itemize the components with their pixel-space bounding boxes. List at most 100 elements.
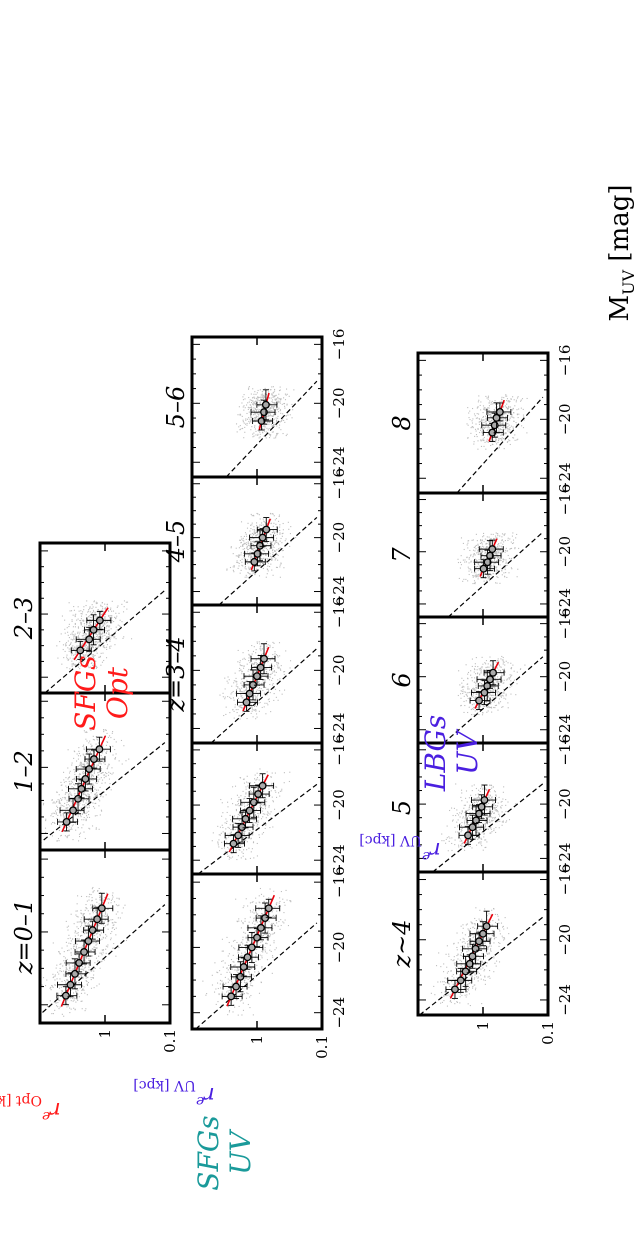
galaxy-point — [80, 814, 82, 816]
galaxy-point — [273, 699, 275, 702]
galaxy-point — [218, 993, 220, 996]
galaxy-point — [86, 804, 88, 806]
galaxy-point — [67, 925, 70, 927]
galaxy-point — [490, 950, 492, 952]
galaxy-point — [241, 558, 243, 560]
galaxy-point — [245, 533, 247, 535]
galaxy-point — [59, 641, 61, 643]
galaxy-point — [95, 602, 97, 605]
galaxy-point — [286, 404, 288, 406]
galaxy-point — [74, 935, 76, 937]
galaxy-point — [84, 930, 86, 932]
galaxy-point — [80, 665, 82, 667]
galaxy-point — [79, 631, 81, 633]
galaxy-point — [217, 982, 219, 984]
galaxy-point — [248, 401, 250, 403]
galaxy-point — [273, 515, 275, 517]
galaxy-point — [258, 662, 261, 664]
galaxy-point — [263, 521, 265, 523]
galaxy-point — [99, 933, 101, 936]
galaxy-point — [242, 691, 244, 693]
galaxy-point — [94, 623, 96, 626]
galaxy-point — [82, 977, 84, 979]
galaxy-point — [254, 401, 256, 403]
galaxy-point — [279, 524, 281, 526]
galaxy-point — [70, 970, 72, 972]
galaxy-point — [226, 811, 228, 814]
galaxy-point — [270, 673, 272, 675]
galaxy-point — [245, 538, 247, 540]
galaxy-point — [265, 686, 267, 689]
galaxy-point — [255, 710, 257, 712]
data-point — [93, 915, 102, 924]
galaxy-point — [473, 935, 475, 937]
galaxy-point — [227, 855, 229, 857]
galaxy-point — [254, 391, 256, 393]
galaxy-point — [221, 841, 223, 843]
galaxy-point — [243, 833, 245, 836]
galaxy-point — [228, 1009, 231, 1012]
galaxy-point — [252, 901, 254, 903]
galaxy-point — [68, 777, 70, 779]
galaxy-point — [77, 635, 80, 637]
galaxy-point — [232, 566, 234, 568]
galaxy-point — [271, 415, 273, 417]
galaxy-point — [250, 421, 252, 423]
galaxy-point — [104, 616, 106, 618]
galaxy-point — [276, 409, 278, 411]
galaxy-point — [271, 972, 273, 974]
galaxy-point — [271, 672, 273, 674]
galaxy-point — [101, 960, 103, 962]
galaxy-point — [265, 795, 268, 797]
galaxy-point — [252, 403, 254, 405]
galaxy-point — [81, 1008, 83, 1010]
galaxy-point — [276, 432, 278, 435]
galaxy-point — [69, 1007, 71, 1009]
galaxy-point — [243, 849, 245, 851]
galaxy-point — [249, 916, 251, 918]
galaxy-point — [264, 428, 266, 430]
galaxy-point — [271, 787, 273, 789]
galaxy-point — [232, 569, 234, 571]
galaxy-point — [277, 925, 279, 927]
galaxy-point — [242, 838, 244, 840]
galaxy-point — [287, 414, 289, 416]
galaxy-point — [230, 984, 232, 986]
galaxy-point — [75, 803, 77, 805]
galaxy-point — [84, 923, 86, 925]
galaxy-point — [68, 834, 70, 836]
galaxy-point — [270, 563, 272, 565]
galaxy-point — [251, 708, 253, 710]
galaxy-point — [251, 673, 253, 675]
galaxy-point — [266, 568, 268, 570]
galaxy-point — [55, 810, 57, 812]
galaxy-point — [259, 805, 261, 807]
galaxy-point — [245, 786, 247, 788]
galaxy-point — [228, 941, 230, 944]
galaxy-point — [283, 912, 285, 914]
galaxy-point — [217, 844, 219, 846]
galaxy-point — [260, 818, 263, 820]
galaxy-point — [274, 651, 276, 653]
galaxy-point — [222, 960, 224, 962]
galaxy-point — [448, 955, 450, 957]
panel-label: z=0–1 — [10, 899, 38, 975]
galaxy-point — [102, 952, 104, 954]
galaxy-point — [75, 945, 77, 947]
galaxy-point — [96, 985, 98, 987]
galaxy-point — [276, 533, 278, 535]
galaxy-point — [226, 569, 228, 571]
galaxy-point — [233, 565, 235, 567]
galaxy-point — [241, 695, 243, 697]
galaxy-point — [64, 835, 66, 837]
galaxy-point — [480, 968, 482, 970]
galaxy-point — [96, 939, 99, 941]
galaxy-point — [249, 547, 251, 549]
galaxy-point — [87, 750, 89, 752]
galaxy-point — [246, 422, 248, 425]
galaxy-point — [264, 949, 266, 951]
galaxy-point — [260, 687, 262, 690]
galaxy-point — [249, 902, 251, 904]
galaxy-point — [131, 638, 133, 640]
galaxy-point — [288, 395, 290, 397]
